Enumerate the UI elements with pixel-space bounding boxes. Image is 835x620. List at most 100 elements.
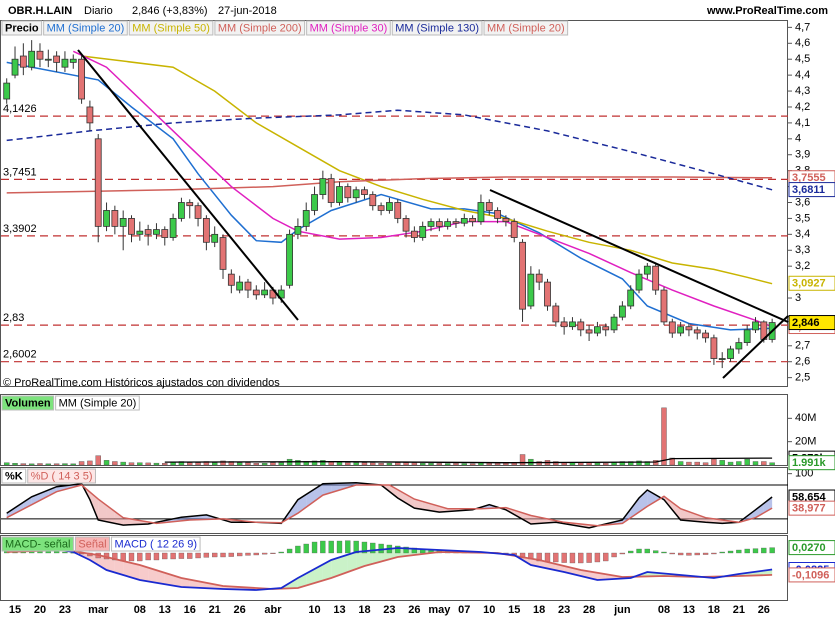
candle-body [336, 186, 343, 203]
histogram-bar [370, 542, 376, 554]
histogram-bar [137, 552, 143, 562]
histogram-bar [702, 552, 709, 555]
volume-bar [536, 461, 542, 466]
x-tick-label: 26 [408, 604, 420, 616]
candle-body [11, 58, 19, 76]
band-fill [289, 578, 298, 589]
volume-bar [295, 460, 301, 466]
level-label: 4,1426 [3, 103, 37, 115]
candle-body [369, 194, 377, 207]
band-fill [106, 557, 115, 573]
candle-body [111, 210, 119, 227]
legend-label: MM (Simple 20) [59, 397, 137, 409]
candle-body [352, 189, 360, 199]
candle-body [485, 202, 493, 211]
histogram-bar [228, 552, 234, 557]
legend-label: MM (Simple 50) [132, 22, 210, 34]
band-fill [530, 515, 540, 524]
candle-body [660, 289, 668, 323]
histogram-bar [669, 552, 675, 555]
band-fill [114, 511, 124, 526]
value-tag-label: 0,0270 [792, 542, 826, 554]
candle-body [618, 305, 626, 318]
volume-bar [345, 462, 351, 466]
candle-body [86, 106, 94, 124]
candle-body [119, 218, 127, 227]
histogram-bar [594, 552, 601, 563]
x-tick-label: 18 [533, 604, 545, 616]
histogram-bar [153, 552, 160, 561]
y-tick-label: 40M [795, 412, 816, 424]
candle-body [735, 342, 743, 350]
histogram-bar [261, 552, 268, 555]
volume-bar [53, 463, 60, 466]
volume-bar [486, 463, 492, 466]
x-tick-label: 10 [483, 604, 495, 616]
candle-body [36, 50, 44, 60]
histogram-bar [561, 552, 567, 563]
candle-body [702, 332, 709, 339]
indicator-line [6, 176, 773, 194]
volume-bar [694, 461, 700, 466]
volume-bar [270, 462, 276, 466]
volume-bar [28, 463, 35, 466]
candle-body [585, 329, 593, 334]
candle-body [635, 273, 643, 291]
volume-bar [494, 463, 501, 466]
band-fill [314, 564, 323, 583]
histogram-bar [636, 548, 642, 554]
band-fill [406, 494, 415, 509]
volume-bar [519, 454, 526, 466]
candle-body [128, 218, 135, 235]
header-bar [0, 0, 835, 20]
indicator-line [81, 55, 773, 285]
legend-box [55, 395, 140, 411]
band-fill [98, 499, 107, 522]
candle-body [652, 265, 660, 291]
legend-box [27, 468, 96, 484]
volume-bar [211, 462, 218, 466]
y-tick-label: 3,4 [795, 228, 810, 240]
volume-bar [652, 460, 659, 466]
x-tick-label: 20 [34, 604, 46, 616]
histogram-bar [395, 545, 401, 554]
histogram-bar [345, 540, 351, 554]
band-fill [364, 550, 373, 566]
legend-box [214, 20, 306, 36]
candle-body [610, 316, 618, 331]
band-fill [639, 490, 648, 513]
volume-bar [461, 463, 467, 466]
candle-body [44, 58, 52, 61]
candle-body [227, 273, 235, 286]
volume-bar [95, 455, 101, 466]
y-tick-label: 4 [795, 133, 801, 145]
y-tick-label: 4,2 [795, 101, 810, 113]
candle-body [294, 225, 302, 235]
candle-body [693, 329, 701, 334]
volume-bar [353, 462, 359, 466]
value-tag-label: 2,846 [792, 317, 820, 329]
candle-body [236, 281, 244, 291]
band-fill [522, 512, 531, 524]
volume-bar [45, 463, 51, 466]
legend-box [306, 20, 391, 36]
indicator-line [6, 549, 773, 590]
histogram-bar [569, 552, 576, 564]
trendline [722, 315, 789, 379]
candle-body [53, 55, 61, 63]
legend-label: Precio [5, 22, 39, 34]
band-fill [289, 499, 298, 519]
histogram-bar [62, 551, 68, 554]
legend-label: MM (Simple 20) [487, 22, 565, 34]
volume-bar [661, 407, 667, 466]
band-fill [331, 557, 340, 578]
macd-frame [0, 535, 788, 601]
level-label: 2,6002 [3, 349, 37, 361]
candle-body [727, 348, 734, 359]
y-tick-label: 4,6 [795, 37, 810, 49]
volume-bar [236, 462, 243, 466]
histogram-bar [295, 545, 301, 554]
band-fill [23, 496, 32, 510]
value-tag-label: 58,654 [792, 491, 827, 503]
candle-body [194, 205, 202, 219]
